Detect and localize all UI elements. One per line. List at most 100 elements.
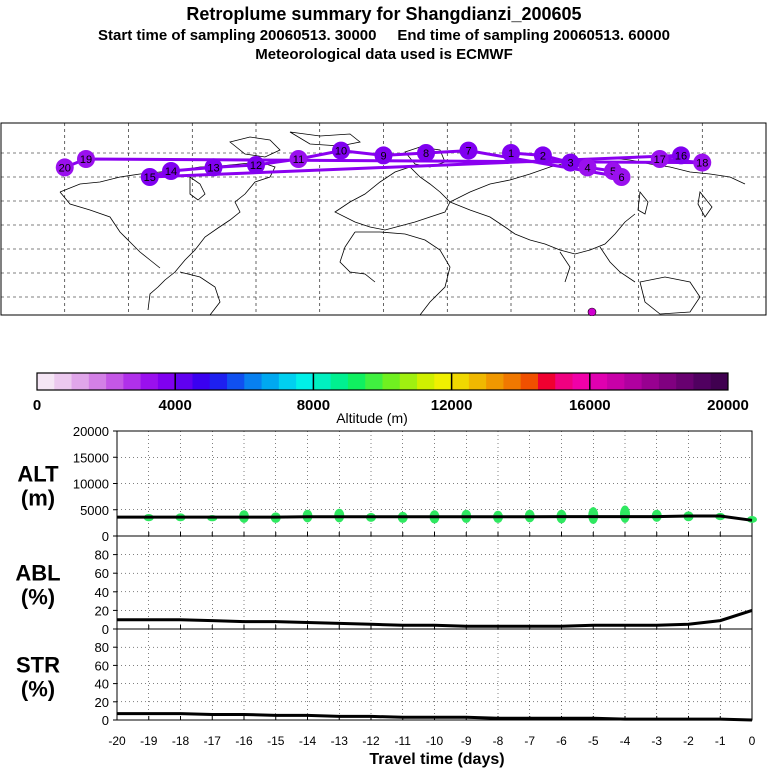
y-tick-label: 0 bbox=[102, 713, 109, 728]
y-tick-label: 80 bbox=[95, 548, 109, 563]
colorbar-swatch bbox=[278, 373, 297, 390]
colorbar-swatch bbox=[520, 373, 539, 390]
y-tick-label: 80 bbox=[95, 640, 109, 655]
plume-marker bbox=[693, 153, 712, 172]
colorbar-swatch bbox=[192, 373, 211, 390]
colorbar-swatch bbox=[589, 373, 608, 390]
plume-marker bbox=[417, 144, 435, 162]
colorbar-ticks: 0 4000 8000 12000 16000 20000 bbox=[33, 373, 749, 414]
colorbar-swatch bbox=[123, 373, 142, 390]
colorbar-swatch bbox=[296, 373, 314, 390]
plume-marker bbox=[247, 156, 265, 174]
colorbar-tick-label: 20000 bbox=[707, 397, 749, 414]
x-tick-label: -9 bbox=[461, 734, 472, 748]
colorbar-swatch bbox=[607, 373, 625, 390]
panel-yunits: (m) bbox=[21, 486, 55, 511]
plume-marker bbox=[332, 141, 350, 160]
colorbar-swatch bbox=[503, 373, 522, 390]
plume-marker-label: 2 bbox=[540, 150, 546, 162]
panel-yunits: (%) bbox=[21, 585, 55, 610]
y-tick-label: 0 bbox=[102, 529, 109, 544]
y-tick-label: 40 bbox=[95, 677, 109, 692]
alt-mean-line bbox=[117, 514, 753, 522]
plume-marker bbox=[140, 168, 159, 186]
plume-marker-label: 10 bbox=[335, 146, 347, 158]
plume-marker-label: 15 bbox=[144, 172, 156, 184]
colorbar-swatch bbox=[347, 373, 366, 390]
colorbar-swatch bbox=[624, 373, 643, 390]
plume-marker-label: 13 bbox=[207, 162, 219, 174]
plume-marker bbox=[533, 146, 552, 165]
x-tick-label: -14 bbox=[299, 734, 317, 748]
plume-marker-label: 12 bbox=[250, 160, 262, 172]
plume-marker-label: 7 bbox=[465, 146, 471, 158]
colorbar-swatch bbox=[244, 373, 263, 390]
x-tick-label: -15 bbox=[267, 734, 285, 748]
colorbar-swatch bbox=[537, 373, 556, 390]
y-tick-label: 0 bbox=[102, 622, 109, 637]
colorbar-swatch bbox=[227, 373, 245, 390]
plume-marker-label: 5 bbox=[610, 166, 616, 178]
colorbar-swatch bbox=[382, 373, 401, 390]
plume-marker-label: 6 bbox=[618, 172, 624, 184]
sampling-site-marker bbox=[587, 307, 597, 316]
alt-panel: 0 5000 10000 15000 20000 ALT(m) bbox=[17, 425, 757, 544]
colorbar-swatch bbox=[261, 373, 280, 390]
str-panel: 0 20 40 60 80 STR(%) bbox=[16, 628, 753, 728]
colorbar-swatch bbox=[676, 373, 694, 390]
colorbar-swatch bbox=[140, 373, 159, 390]
y-tick-label: 20 bbox=[95, 695, 109, 710]
colorbar-swatch bbox=[37, 373, 55, 390]
x-axis-label: Travel time (days) bbox=[369, 751, 504, 768]
abl-panel: 0 20 40 60 80 ABL(%) bbox=[15, 535, 753, 637]
colorbar-tick-label: 0 bbox=[33, 397, 41, 414]
colorbar-swatch bbox=[157, 373, 176, 390]
y-tick-label: 10000 bbox=[73, 477, 109, 492]
x-tick-label: -17 bbox=[204, 734, 222, 748]
colorbar-swatch bbox=[175, 373, 193, 390]
altitude-colorbar: 0 4000 8000 12000 16000 20000 Altitude (m) bbox=[33, 372, 749, 426]
colorbar-swatch bbox=[365, 373, 383, 390]
colorbar-swatch bbox=[693, 373, 712, 390]
plume-marker-label: 18 bbox=[696, 158, 708, 170]
plume-marker bbox=[289, 150, 308, 168]
colorbar-swatch bbox=[417, 373, 435, 390]
x-tick-label: -4 bbox=[620, 734, 631, 748]
colorbar-swatch bbox=[54, 373, 73, 390]
y-tick-label: 20000 bbox=[73, 425, 109, 439]
panel-ylabel: ABL bbox=[15, 561, 60, 586]
plume-marker-label: 20 bbox=[59, 162, 71, 174]
x-tick-label: -7 bbox=[524, 734, 535, 748]
plume-marker bbox=[672, 146, 690, 165]
colorbar-swatch bbox=[572, 373, 591, 390]
plume-marker bbox=[162, 162, 180, 180]
sampling-site bbox=[587, 307, 597, 316]
plume-marker-label: 17 bbox=[654, 154, 666, 166]
x-tick-label: -12 bbox=[362, 734, 380, 748]
alt-spread-point bbox=[620, 505, 630, 523]
colorbar-swatches bbox=[37, 373, 729, 390]
x-tick-label: -5 bbox=[588, 734, 599, 748]
colorbar-swatch bbox=[106, 373, 124, 390]
colorbar-swatch bbox=[486, 373, 504, 390]
y-tick-label: 60 bbox=[95, 566, 109, 581]
plume-marker-label: 11 bbox=[293, 154, 304, 166]
y-tick-label: 60 bbox=[95, 658, 109, 673]
plume-marker-label: 14 bbox=[165, 166, 177, 178]
x-tick-label: -10 bbox=[426, 734, 444, 748]
plume-marker bbox=[612, 168, 631, 186]
panel-frame bbox=[116, 628, 753, 721]
x-tick-label: -16 bbox=[235, 734, 253, 748]
x-tick-label: -2 bbox=[683, 734, 694, 748]
colorbar-swatch bbox=[710, 373, 729, 390]
plume-marker bbox=[561, 153, 580, 172]
plume-marker bbox=[459, 141, 478, 160]
plume-marker-label: 3 bbox=[567, 158, 573, 170]
x-tick-label: -3 bbox=[651, 734, 662, 748]
plume-marker-label: 16 bbox=[675, 150, 687, 162]
panel-frame bbox=[116, 535, 753, 630]
plume-marker bbox=[502, 144, 520, 162]
plume-marker-label: 9 bbox=[380, 150, 386, 162]
plume-marker bbox=[650, 150, 669, 168]
